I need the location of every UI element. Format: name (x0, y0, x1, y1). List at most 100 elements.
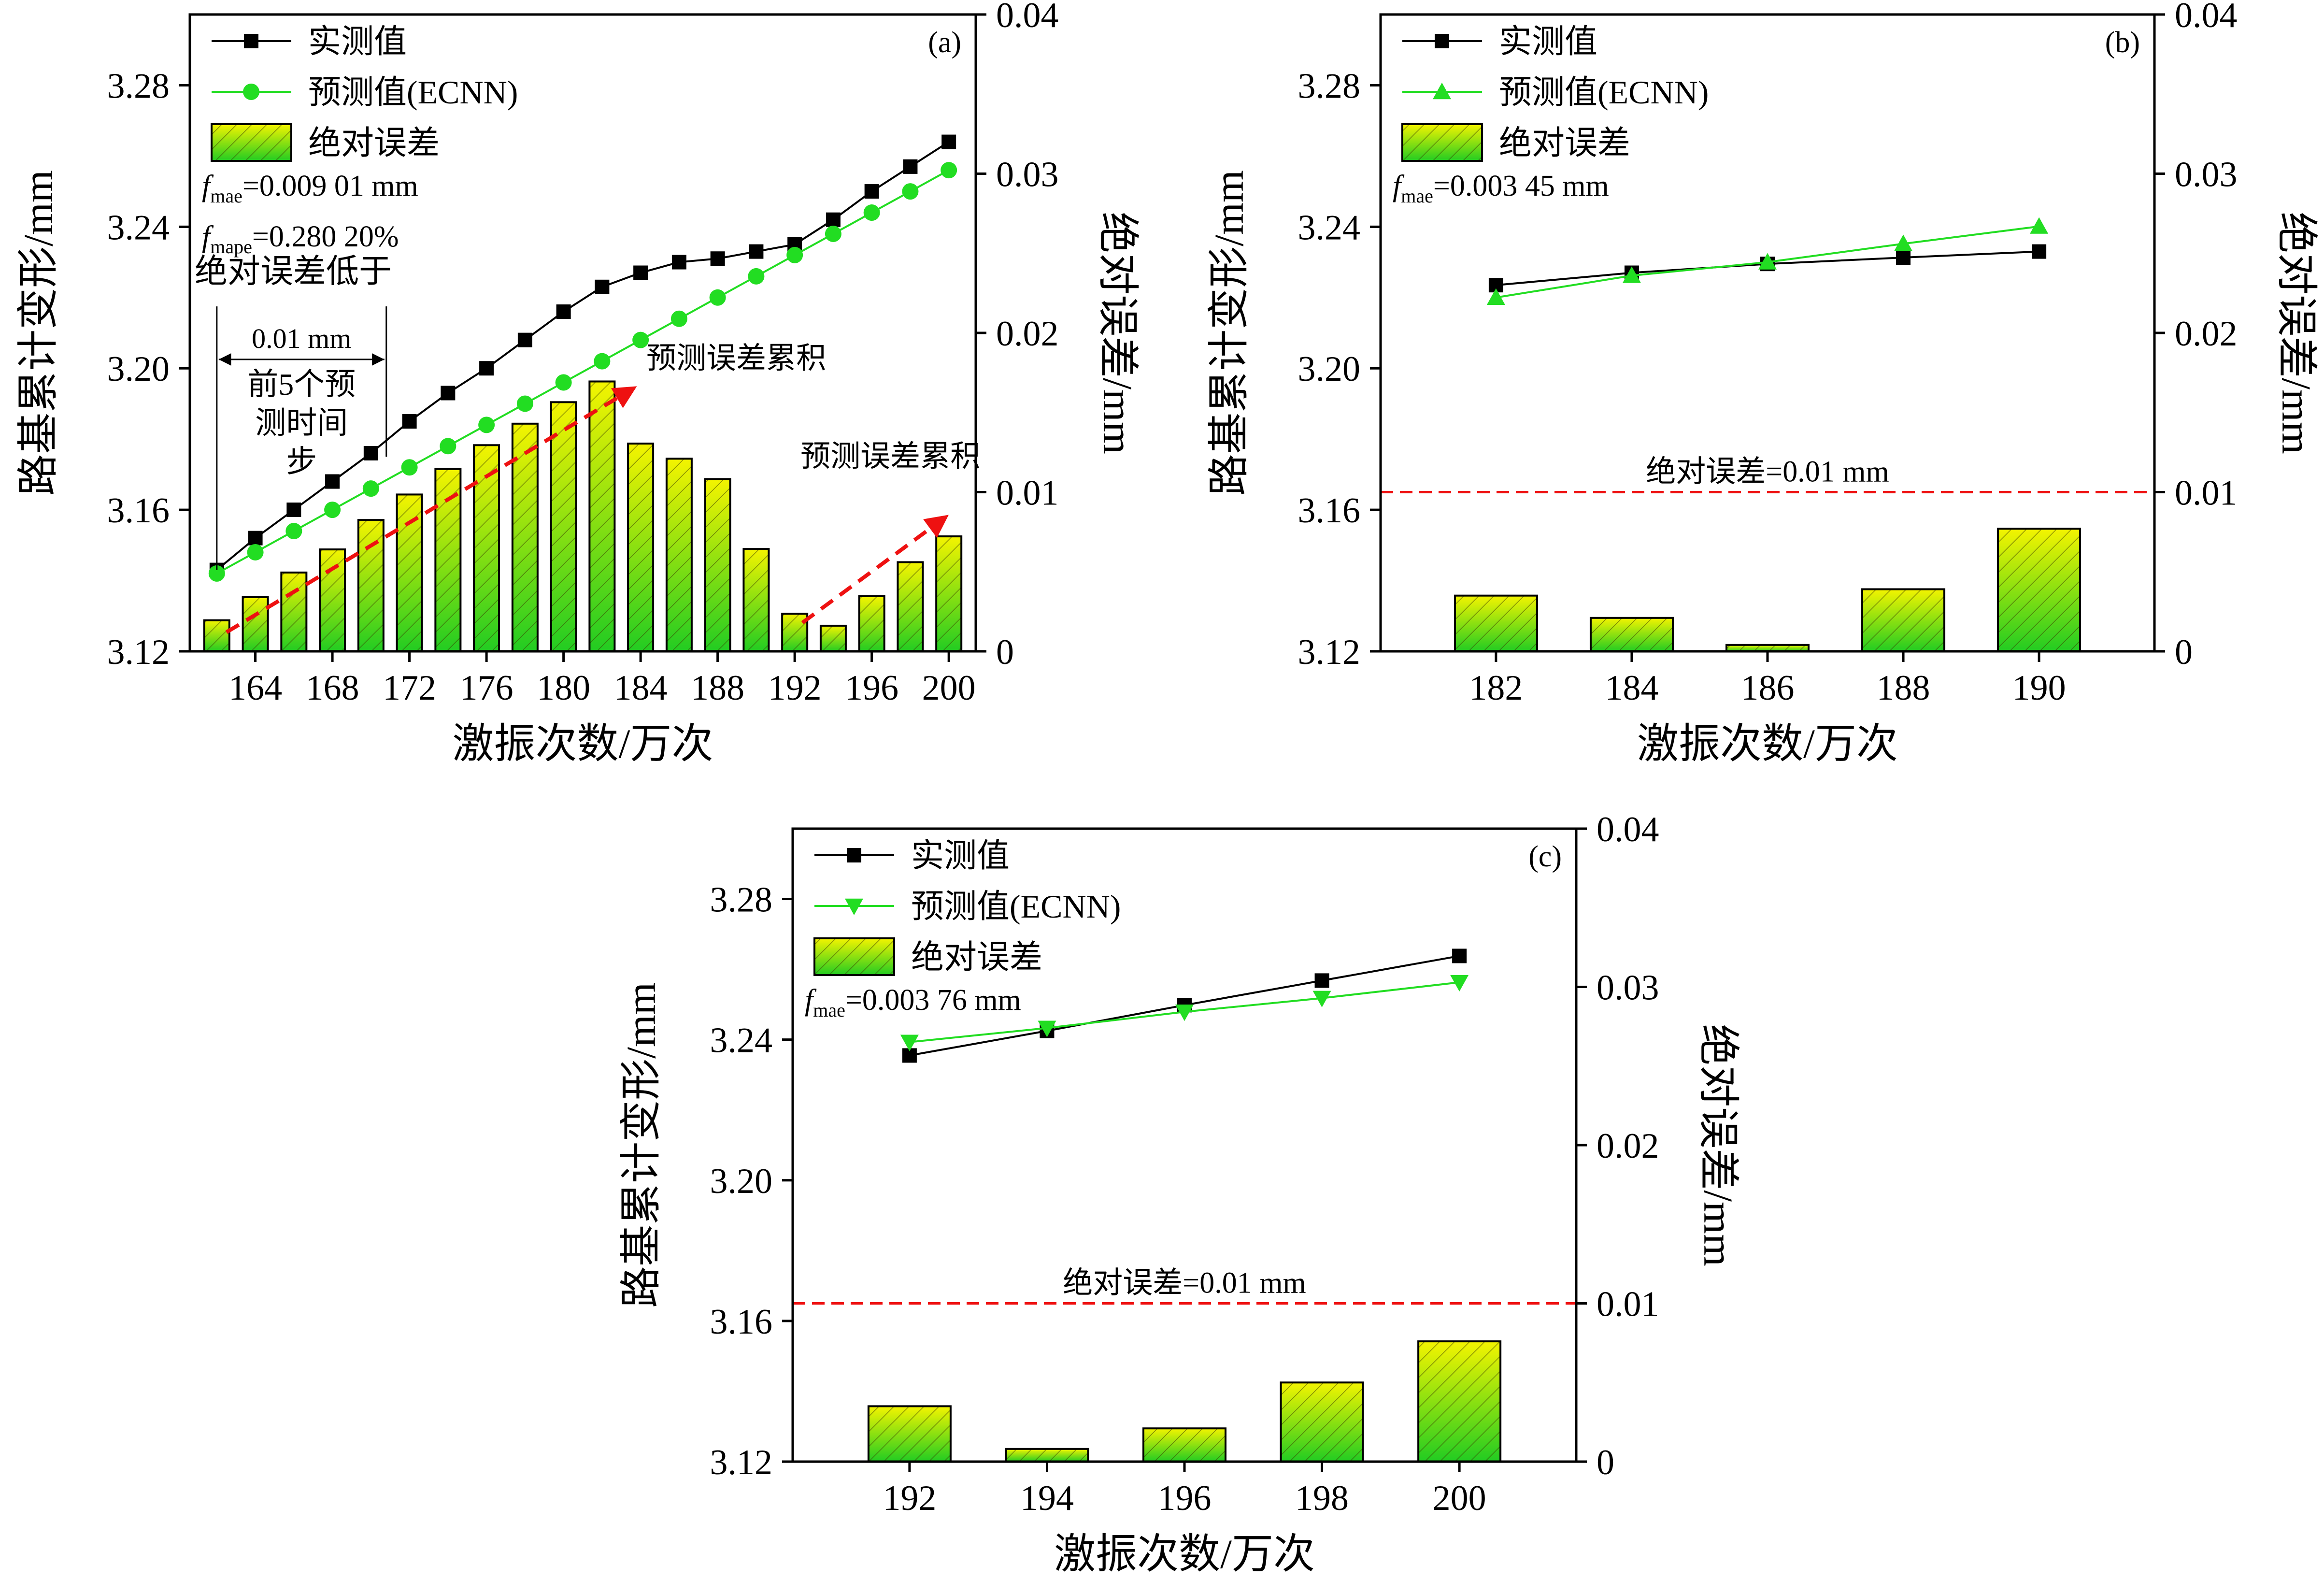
data-point-circle (401, 459, 418, 476)
data-point-triangle (1312, 991, 1331, 1007)
error-bar-hatch (742, 548, 770, 652)
data-point-square (325, 474, 340, 489)
legend-label: 实测值 (1499, 23, 1597, 60)
error-bar-hatch (935, 535, 963, 652)
data-point-circle (825, 225, 841, 242)
y-axis-title: 路基累计变形/mm (15, 170, 61, 496)
error-bar-hatch (858, 595, 885, 653)
x-tick-label: 190 (2012, 668, 2066, 708)
y2-tick-label: 0.01 (2175, 474, 2238, 513)
error-bar (1280, 1381, 1364, 1463)
error-bar (665, 458, 693, 652)
error-bar-hatch (511, 422, 539, 652)
legend-marker-triangle (1433, 83, 1451, 100)
error-bar-hatch (1454, 594, 1538, 653)
stat-subscript: mae (210, 185, 242, 207)
x-tick-label: 194 (1020, 1479, 1074, 1518)
legend-label: 绝对误差 (1499, 125, 1630, 161)
data-point-circle (247, 544, 264, 560)
panel-a: 3.12 3.16 3.20 3.24 3.28 0 0.01 0.02 0.03 0.04 164… (15, 0, 1141, 767)
legend-label: 实测值 (308, 23, 407, 60)
data-point-square (864, 184, 879, 199)
stat-value: =0.009 01 mm (242, 170, 418, 202)
data-point-square (941, 134, 956, 149)
x-axis-title: 激振次数/万次 (453, 720, 713, 767)
y-tick-label: 3.28 (1298, 66, 1361, 106)
error-bar (819, 624, 847, 652)
error-bar-hatch (1861, 588, 1946, 652)
error-bar (396, 493, 423, 652)
y2-tick-label: 0.02 (2175, 314, 2238, 354)
stat-subscript: mae (1401, 185, 1433, 207)
legend-label: 预测值(ECNN) (911, 888, 1121, 925)
x-tick-label: 188 (1877, 668, 1930, 708)
data-point-square (1896, 250, 1911, 265)
y-tick-label: 3.12 (107, 632, 170, 672)
data-point-square (671, 255, 686, 270)
data-point-triangle (1758, 253, 1777, 270)
data-point-square (402, 414, 417, 429)
error-bar (1454, 594, 1538, 653)
y2-tick-label: 0 (1597, 1443, 1614, 1482)
x-tick-label: 164 (228, 668, 282, 708)
stat-subscript: mape (210, 236, 252, 258)
y2-tick-label: 0.04 (2175, 0, 2238, 35)
y-tick-label: 3.28 (107, 66, 170, 106)
data-point-circle (516, 395, 533, 412)
stat-line: fmae=0.003 76 mm (805, 984, 1021, 1021)
data-point-circle (555, 374, 572, 391)
accumulation-label-2: 预测误差累积 (800, 440, 980, 473)
data-point-square (1314, 973, 1329, 988)
data-point-circle (902, 183, 919, 200)
legend-bar-hatch (813, 937, 895, 976)
data-point-triangle (2030, 217, 2049, 234)
y-tick-label: 3.12 (1298, 632, 1361, 672)
y2-tick-label: 0.01 (1597, 1285, 1659, 1324)
error-bar (550, 401, 577, 652)
error-bar (203, 619, 230, 653)
error-bar (1142, 1427, 1226, 1463)
low-error-value: 0.01 mm (252, 323, 351, 354)
x-tick-label: 192 (883, 1479, 936, 1518)
data-point-circle (632, 331, 649, 348)
bracket-arrowhead (372, 353, 385, 366)
data-point-circle (285, 523, 302, 540)
panel-c: 绝对误差=0.01 mm 3.12 3.16 3.20 3.24 3.28 0 0.01 0.0… (618, 810, 1741, 1577)
error-bar (242, 596, 269, 652)
legend-marker-square (244, 34, 258, 48)
y2-tick-label: 0.03 (1597, 968, 1659, 1008)
x-tick-label: 198 (1295, 1479, 1349, 1518)
x-axis-title: 激振次数/万次 (1637, 720, 1898, 767)
stat-value: =0.003 76 mm (845, 984, 1021, 1017)
data-point-circle (941, 162, 957, 179)
stat-line: fmae=0.003 45 mm (1393, 170, 1609, 207)
x-tick-label: 176 (460, 668, 513, 708)
legend-label: 实测值 (911, 837, 1010, 874)
legend-label: 绝对误差 (308, 125, 440, 161)
y2-tick-label: 0.02 (996, 314, 1059, 354)
panel-label: (b) (2105, 26, 2140, 59)
data-point-square (479, 361, 494, 376)
y-axis-title: 路基累计变形/mm (618, 982, 664, 1308)
y-tick-label: 3.12 (710, 1443, 773, 1482)
panel-label: (a) (928, 26, 961, 59)
data-point-triangle (900, 1034, 919, 1051)
data-point-circle (670, 310, 687, 327)
y2-tick-label: 0.01 (996, 474, 1059, 513)
y2-tick-label: 0 (2175, 632, 2193, 672)
error-bar (935, 535, 963, 652)
stat-value: =0.003 45 mm (1433, 170, 1609, 202)
data-point-triangle (1486, 288, 1505, 305)
error-bar (280, 571, 308, 652)
legend-bar-hatch (211, 123, 292, 162)
first-steps-line: 步 (286, 445, 317, 479)
x-tick-label: 196 (1158, 1479, 1212, 1518)
data-point-square (710, 251, 725, 266)
stat-line: fmae=0.009 01 mm (202, 170, 418, 207)
threshold-label: 绝对误差=0.01 mm (1063, 1267, 1306, 1300)
error-bar-hatch (1417, 1340, 1502, 1463)
x-tick-label: 200 (922, 668, 976, 708)
data-point-square (903, 159, 918, 174)
error-bar (511, 422, 539, 652)
